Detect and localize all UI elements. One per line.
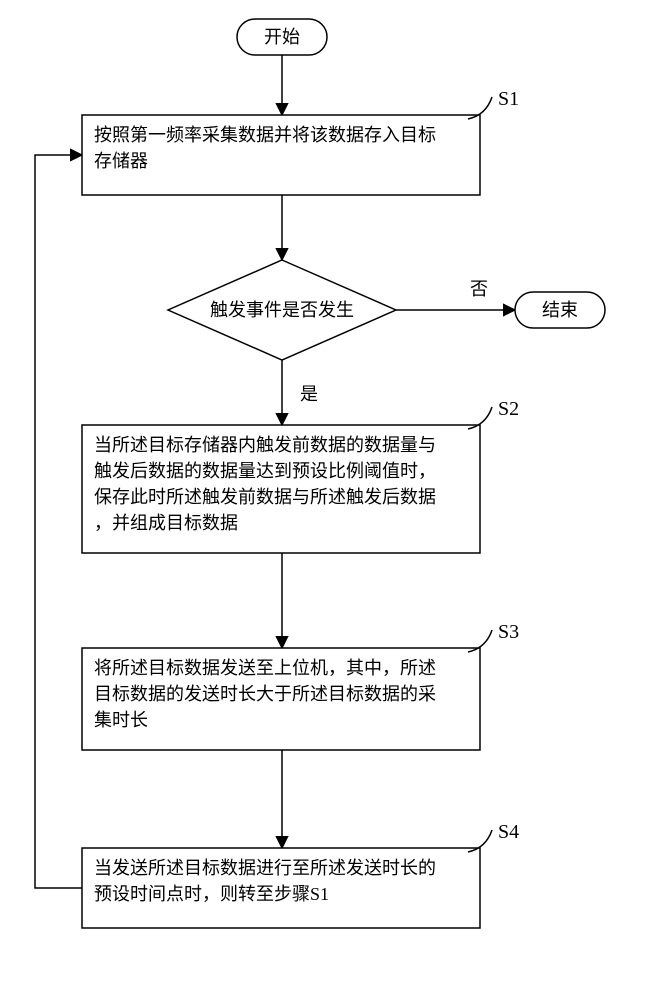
label-s3: S3 xyxy=(498,621,519,643)
node-end-text: 结束 xyxy=(542,300,578,320)
node-s3-line-2: 集时长 xyxy=(94,710,148,730)
label-s2: S2 xyxy=(498,398,519,420)
node-s1-line-1: 存储器 xyxy=(94,151,148,171)
edge-label-decision-end: 否 xyxy=(470,279,488,299)
edge-label-decision-s2: 是 xyxy=(300,384,318,404)
node-s4-line-0: 当发送所述目标数据进行至所述发送时长的 xyxy=(94,858,436,878)
node-s3-line-1: 目标数据的发送时长大于所述目标数据的采 xyxy=(94,684,436,704)
node-s2-line-1: 触发后数据的数据量达到预设比例阈值时， xyxy=(94,461,436,481)
node-decision-text: 触发事件是否发生 xyxy=(210,300,354,320)
node-s1-line-0: 按照第一频率采集数据并将该数据存入目标 xyxy=(94,125,436,145)
label-s4: S4 xyxy=(498,821,519,843)
node-s2-line-0: 当所述目标存储器内触发前数据的数据量与 xyxy=(94,435,436,455)
node-s4-line-1: 预设时间点时，则转至步骤S1 xyxy=(94,884,329,904)
node-s3-line-0: 将所述目标数据发送至上位机，其中，所述 xyxy=(94,658,436,678)
node-s2-line-2: 保存此时所述触发前数据与所述触发后数据 xyxy=(94,487,436,507)
node-start-text: 开始 xyxy=(264,27,300,47)
node-s2-line-3: ，并组成目标数据 xyxy=(94,513,238,533)
label-s1: S1 xyxy=(498,88,519,110)
edge-s4-s1 xyxy=(35,155,82,888)
